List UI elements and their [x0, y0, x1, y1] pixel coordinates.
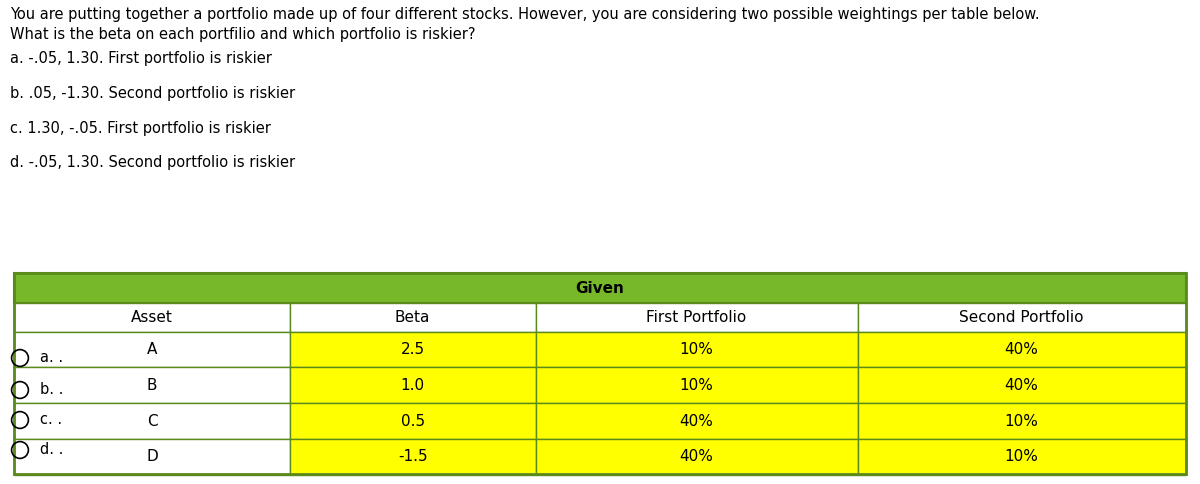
Text: Beta: Beta — [395, 310, 431, 325]
Text: Second Portfolio: Second Portfolio — [959, 310, 1084, 325]
Text: What is the beta on each portfilio and which portfolio is riskier?: What is the beta on each portfilio and w… — [10, 27, 475, 42]
Text: b. .: b. . — [41, 382, 64, 397]
Text: C: C — [146, 414, 157, 429]
Text: Asset: Asset — [131, 310, 173, 325]
Text: B: B — [146, 378, 157, 393]
Text: D: D — [146, 449, 158, 464]
Text: 40%: 40% — [679, 414, 714, 429]
Text: -1.5: -1.5 — [397, 449, 427, 464]
Text: 10%: 10% — [679, 342, 714, 357]
Text: A: A — [146, 342, 157, 357]
Text: Given: Given — [576, 281, 624, 296]
Text: 1.0: 1.0 — [401, 378, 425, 393]
Text: First Portfolio: First Portfolio — [647, 310, 746, 325]
Text: 10%: 10% — [1004, 449, 1038, 464]
Text: 40%: 40% — [1004, 378, 1038, 393]
Text: d. .: d. . — [41, 442, 64, 457]
Text: d. -.05, 1.30. Second portfolio is riskier: d. -.05, 1.30. Second portfolio is riski… — [10, 155, 295, 170]
Text: 40%: 40% — [1004, 342, 1038, 357]
Text: a. -.05, 1.30. First portfolio is riskier: a. -.05, 1.30. First portfolio is riskie… — [10, 51, 271, 66]
Text: You are putting together a portfolio made up of four different stocks. However, : You are putting together a portfolio mad… — [10, 7, 1039, 22]
Text: 40%: 40% — [679, 449, 714, 464]
Text: 10%: 10% — [679, 378, 714, 393]
Text: b. .05, -1.30. Second portfolio is riskier: b. .05, -1.30. Second portfolio is riski… — [10, 86, 295, 101]
Text: a. .: a. . — [41, 350, 64, 365]
Text: 10%: 10% — [1004, 414, 1038, 429]
Text: 2.5: 2.5 — [401, 342, 425, 357]
Text: c. 1.30, -.05. First portfolio is riskier: c. 1.30, -.05. First portfolio is riskie… — [10, 121, 270, 136]
Text: 0.5: 0.5 — [401, 414, 425, 429]
Text: c. .: c. . — [41, 412, 62, 427]
